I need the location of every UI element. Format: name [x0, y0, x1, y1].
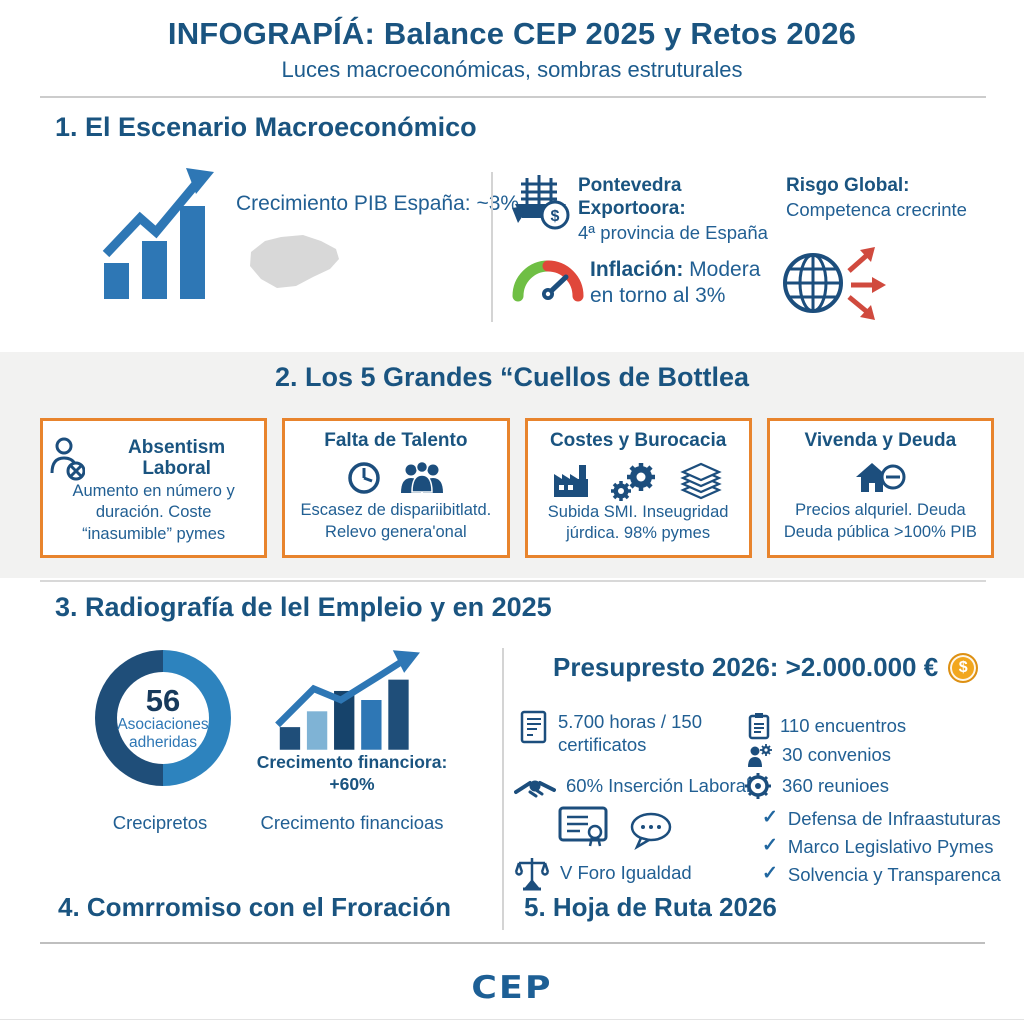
check-item: ✓ Solvencia y Transparenca — [762, 864, 1001, 886]
stat-text: 60% Inserción Laboral — [566, 775, 751, 796]
coin-icon: $ — [948, 652, 979, 683]
section2-heading: 2. Los 5 Grandes “Cuellos de Bottlea — [274, 362, 750, 392]
risk-title: Risgo Global: — [786, 175, 910, 196]
budget-heading: Presupresto 2026: >2.000.000 € — [553, 652, 939, 682]
document-icon — [520, 710, 548, 744]
inflation-title: Inflación: — [590, 258, 684, 281]
stat-text: V Foro Igualdad — [560, 862, 692, 884]
growth-caption: Crecimento financioas — [260, 812, 444, 833]
speech-bubble-icon — [628, 812, 674, 850]
inflation-block: Inflación: Modera en torno al 3% — [590, 257, 790, 310]
header-divider — [40, 96, 986, 98]
stat-text: 30 convenios — [782, 744, 892, 766]
stat-encuentros: 110 encuentros — [748, 712, 906, 740]
gears-icon — [610, 460, 660, 502]
footer-divider — [40, 942, 985, 944]
stat-hours: 5.700 horas / 150 certificatos — [520, 710, 750, 756]
checkmark-icon: ✓ — [762, 835, 778, 856]
section5-heading: 5. Hoja de Ruta 2026 — [524, 892, 777, 922]
export-text: 4ª provincia de España — [578, 221, 768, 243]
check-item: ✓ Marco Legislativo Pymes — [762, 836, 994, 858]
donut-value: 56 — [145, 682, 181, 718]
card-body: Precios alquriel. Deuda Deuda pública >1… — [783, 501, 977, 541]
donut-caption: Crecipretos — [112, 812, 208, 833]
stat-convenios: 30 convenios — [746, 742, 891, 768]
inflation-text: Modera — [683, 258, 761, 281]
export-title: Pontevedra Exportoora: — [578, 175, 686, 219]
donut-label-2: adheridas — [128, 733, 198, 751]
check-text: Marco Legislativo Pymes — [787, 836, 994, 857]
growth-chart-icon — [98, 166, 220, 306]
card-talento: Falta de Talento — [282, 418, 510, 558]
export-block: Pontevedra Exportoora: 4ª provincia de E… — [578, 175, 783, 244]
clipboard-icon — [748, 712, 770, 740]
card-body: Subida SMI. Inseugridad júrdica. 98% pym… — [547, 502, 729, 543]
scales-icon — [514, 854, 550, 892]
stat-text: 360 reunioes — [782, 775, 889, 797]
stat-foro: V Foro Igualdad — [514, 854, 692, 892]
card-title: Vivenda y Deuda — [804, 430, 957, 451]
cep-logo: CEP — [471, 970, 553, 1006]
check-item: ✓ Defensa de Infraastuturas — [762, 808, 1001, 830]
card-title: Falta de Talento — [324, 430, 468, 451]
card-title: Costes y Burocacia — [549, 430, 727, 451]
people-group-icon — [398, 461, 446, 494]
person-gear-icon — [746, 742, 772, 768]
card-costes: Costes y Burocacia — [524, 418, 752, 558]
section1-heading: 1. El Escenario Macroeconómico — [55, 112, 477, 142]
house-minus-icon — [853, 460, 907, 496]
section1-divider — [491, 172, 493, 322]
global-risk-icon — [780, 243, 890, 323]
bottleneck-cards: Absentism Laboral Aumento en número y du… — [40, 418, 994, 558]
check-text: Defensa de Infraastuturas — [787, 808, 1001, 829]
inflation-gauge-icon — [511, 250, 585, 304]
growth-label-2: +60% — [329, 773, 375, 794]
svg-text:$: $ — [551, 208, 560, 225]
page-title: INFOGRAPÍÁ: Balance CEP 2025 y Retos 202… — [167, 16, 857, 51]
risk-block: Risgo Global: Competenca crecrinte — [786, 175, 1011, 221]
factory-icon — [552, 463, 592, 499]
growth-label-1: Crecimento financiora: — [256, 752, 448, 772]
export-ship-icon: $ — [511, 170, 573, 230]
stat-reuniones: 360 reunioes — [744, 772, 889, 800]
page-subtitle: Luces macroeconómicas, sombras estrutura… — [281, 57, 743, 82]
absent-person-icon — [49, 437, 85, 481]
handshake-icon — [514, 774, 556, 800]
bottom-edge-line — [0, 1019, 1024, 1020]
certificate-icon — [558, 806, 614, 850]
check-text: Solvencia y Transparenca — [787, 864, 1001, 885]
card-body: Escasez de dispariibitlatd. Relevo gener… — [300, 501, 492, 541]
financial-growth-icon — [272, 648, 430, 752]
paper-stack-icon — [678, 462, 724, 500]
stat-text: 5.700 horas / 150 certificatos — [558, 711, 702, 756]
stat-insertion: 60% Inserción Laboral — [514, 774, 750, 800]
card-body: Aumento en número y duración. Coste “ina… — [72, 482, 235, 543]
gear-icon — [744, 772, 772, 800]
risk-text: Competenca crecrinte — [786, 198, 967, 220]
growth-label-block: Crecimento financiora: +60% — [252, 752, 452, 796]
associations-donut-chart: 56 Asociaciones adheridas — [95, 650, 231, 786]
spain-map-icon — [243, 228, 343, 294]
inflation-text2: en torno al 3% — [590, 284, 726, 308]
clock-icon — [346, 460, 382, 496]
checkmark-icon: ✓ — [762, 863, 778, 884]
budget-heading-row: Presupresto 2026: >2.000.000 € $ — [553, 652, 979, 683]
section3-heading: 3. Radiografía de lel Empleio y en 2025 — [55, 592, 552, 622]
section3-vertical-divider — [502, 648, 504, 930]
stat-text: 110 encuentros — [780, 715, 907, 737]
gdp-label: Crecimiento PIB España: ~3% — [236, 192, 520, 215]
card-absentismo: Absentism Laboral Aumento en número y du… — [40, 418, 268, 558]
donut-label-1: Asociaciones — [117, 715, 209, 733]
card-title: Absentism Laboral — [128, 437, 226, 479]
card-vivienda: Vivenda y Deuda Precios alquriel. Deuda … — [766, 418, 994, 558]
section4-heading: 4. Comrromiso con el Froración — [58, 892, 451, 922]
checkmark-icon: ✓ — [762, 807, 778, 828]
section3-divider-top — [40, 580, 986, 582]
